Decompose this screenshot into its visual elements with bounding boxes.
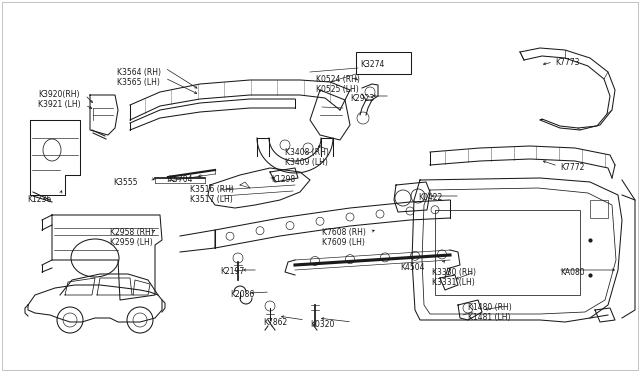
Text: K3274: K3274 (360, 60, 385, 69)
Text: K3331 (LH): K3331 (LH) (432, 278, 475, 287)
Bar (356, 52, 411, 74)
Text: K3920(RH): K3920(RH) (38, 90, 79, 99)
Text: K0524 (RH): K0524 (RH) (316, 75, 360, 84)
Text: K1480 (RH): K1480 (RH) (468, 303, 512, 312)
Text: K2086: K2086 (230, 290, 254, 299)
Text: K3565 (LH): K3565 (LH) (117, 78, 160, 87)
Text: K1481 (LH): K1481 (LH) (468, 313, 511, 322)
Text: K3409 (LH): K3409 (LH) (285, 158, 328, 167)
Text: K4504: K4504 (400, 263, 424, 272)
Text: KA080: KA080 (560, 268, 584, 277)
Text: K3555: K3555 (113, 178, 138, 187)
Text: K7773: K7773 (555, 58, 579, 67)
Text: K7609 (LH): K7609 (LH) (322, 238, 365, 247)
Text: K0422: K0422 (418, 193, 442, 202)
Bar (590, 200, 608, 218)
Text: K3517 (LH): K3517 (LH) (190, 195, 233, 204)
Text: K2197: K2197 (220, 267, 244, 276)
Text: K1236: K1236 (27, 195, 51, 204)
Text: K2959 (LH): K2959 (LH) (110, 238, 153, 247)
Text: K2923: K2923 (350, 94, 374, 103)
Text: K3330 (RH): K3330 (RH) (432, 268, 476, 277)
Text: K3921 (LH): K3921 (LH) (38, 100, 81, 109)
Text: K0320: K0320 (310, 320, 334, 329)
Text: K3516 (RH): K3516 (RH) (190, 185, 234, 194)
Text: K7772: K7772 (560, 163, 584, 172)
Text: K7608 (RH): K7608 (RH) (322, 228, 366, 237)
Text: K1298: K1298 (271, 175, 295, 184)
Text: K0525 (LH): K0525 (LH) (316, 85, 359, 94)
Text: K3564 (RH): K3564 (RH) (117, 68, 161, 77)
Text: K3408 (RH): K3408 (RH) (285, 148, 329, 157)
Text: K2958 (RH): K2958 (RH) (110, 228, 154, 237)
Text: K7862: K7862 (263, 318, 287, 327)
Text: K5704: K5704 (168, 175, 193, 184)
Bar (435, 210, 580, 295)
